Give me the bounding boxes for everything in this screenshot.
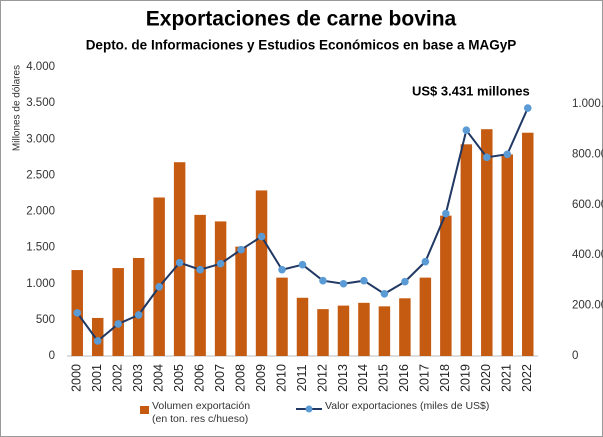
line-marker: [257, 232, 266, 241]
y-tick-label: 2.500: [26, 169, 55, 181]
line-marker: [237, 245, 245, 254]
bar: [235, 246, 247, 356]
bar: [358, 302, 370, 356]
y2-tick-label: 1.000.000: [572, 98, 603, 110]
line-marker: [175, 258, 184, 267]
bar: [91, 317, 104, 356]
y-tick-label: 1.000: [26, 278, 55, 290]
line-marker: [421, 257, 430, 266]
bar: [460, 144, 473, 356]
y-axis-label: Millones de dólares: [12, 65, 23, 151]
x-tick-label: 2020: [479, 364, 493, 392]
x-tick-label: 2016: [397, 364, 411, 392]
x-tick-label: 2013: [336, 364, 350, 392]
line-marker: [360, 276, 368, 285]
line-marker: [319, 276, 327, 285]
x-tick-label: 2019: [459, 364, 473, 392]
x-tick-label: 2011: [295, 365, 309, 392]
line-marker: [380, 289, 389, 298]
line-marker: [401, 277, 409, 286]
y-tick-label: 4.000: [26, 61, 55, 73]
bar: [522, 132, 534, 356]
x-tick-label: 2000: [70, 364, 84, 392]
legend-swatch: [140, 406, 149, 414]
bar: [440, 215, 452, 356]
bar: [378, 306, 391, 356]
line-marker: [278, 265, 286, 274]
y-tick-label: 2.000: [26, 206, 55, 218]
x-tick-label: 2012: [315, 364, 329, 392]
bar: [194, 214, 206, 356]
y-tick-label: 3.500: [26, 97, 55, 109]
x-tick-label: 2007: [213, 364, 227, 392]
bar: [276, 277, 288, 356]
x-tick-label: 2003: [131, 364, 145, 392]
bar: [132, 257, 145, 356]
line-marker: [483, 153, 491, 162]
y2-tick-label: 600.000: [572, 199, 603, 211]
line-marker: [134, 311, 143, 319]
chart-subtitle: Depto. de Informaciones y Estudios Econó…: [86, 38, 517, 53]
x-tick-label: 2001: [90, 364, 104, 392]
y-tick-label: 3.000: [26, 133, 55, 145]
line-marker: [216, 259, 225, 268]
x-tick-label: 2006: [192, 364, 206, 392]
y-tick-label: 500: [36, 314, 55, 326]
x-tick-label: 2015: [377, 364, 391, 392]
line-marker: [73, 309, 82, 317]
annotation: US$ 3.431 millones: [412, 84, 530, 99]
line-marker: [114, 320, 122, 328]
line-marker: [196, 265, 204, 274]
x-tick-label: 2017: [418, 364, 432, 392]
y2-tick-label: 800.000: [572, 148, 603, 160]
x-tick-label: 2008: [233, 364, 247, 392]
bar: [337, 305, 350, 356]
bar: [399, 298, 411, 356]
y-tick-label: 0: [49, 350, 55, 362]
bar: [419, 277, 432, 356]
bar: [214, 221, 227, 356]
bar: [255, 190, 268, 356]
x-tick-label: 2004: [151, 364, 165, 392]
bar: [153, 197, 165, 356]
x-tick-label: 2014: [356, 364, 370, 392]
x-tick-label: 2002: [110, 364, 124, 392]
y-tick-label: 1.500: [26, 242, 55, 254]
x-tick-label: 2010: [274, 364, 288, 392]
x-tick-label: 2009: [254, 364, 268, 392]
y2-tick-label: 400.000: [572, 249, 603, 261]
x-tick-label: 2018: [438, 364, 452, 392]
y2-tick-label: 200.000: [572, 300, 603, 312]
line-marker: [339, 279, 348, 288]
line-marker: [442, 209, 450, 218]
bar: [481, 129, 493, 356]
line-marker: [503, 150, 512, 159]
y2-tick-label: 0: [572, 350, 578, 362]
line-marker: [155, 282, 163, 291]
x-tick-label: 2022: [520, 364, 534, 392]
x-tick-label: 2021: [500, 364, 514, 392]
bar: [317, 309, 329, 356]
bar: [112, 268, 124, 356]
x-tick-label: 2005: [172, 364, 186, 392]
bar: [296, 297, 309, 356]
line-marker: [462, 126, 471, 135]
legend-entry: Valor exportaciones (miles de US$): [325, 400, 490, 412]
bar: [501, 154, 514, 356]
line-marker: [93, 337, 102, 345]
chart-title: Exportaciones de carne bovina: [146, 8, 457, 31]
legend-entry: Volumen exportación (en ton. res c/hueso…: [152, 400, 251, 425]
line-marker: [523, 104, 532, 112]
line-marker: [298, 260, 307, 269]
legend-swatch: [305, 405, 313, 413]
